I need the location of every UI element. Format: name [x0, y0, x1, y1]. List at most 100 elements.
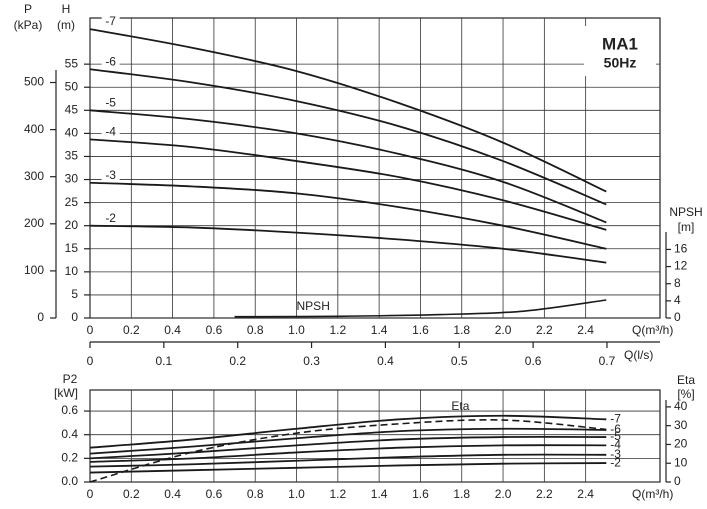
- x-tick-label: 1.0: [288, 487, 305, 501]
- series-line: [89, 435, 607, 460]
- y-tick-label: 0.6: [61, 403, 78, 417]
- y-tick-label: 0.0: [61, 474, 78, 488]
- x2-axis-label: Q(l/s): [624, 348, 653, 362]
- y2-tick-label: 10: [674, 455, 688, 469]
- x-tick-label: 2.0: [495, 487, 512, 501]
- x-axis-label: Q(m³/h): [632, 487, 673, 501]
- chart-subtitle: 50Hz: [604, 55, 637, 71]
- y-tick-label: 5: [71, 287, 78, 301]
- x2-tick-label: 0.7: [599, 354, 616, 368]
- x2-tick-label: 0.6: [525, 354, 542, 368]
- y-tick-label: 25: [65, 195, 79, 209]
- p-tick-label: 0: [37, 310, 44, 324]
- x-tick-label: 1.0: [288, 323, 305, 337]
- y-axis-label: H: [62, 2, 71, 16]
- p-axis-label: P: [24, 2, 32, 16]
- x-tick-label: 0: [87, 487, 94, 501]
- x2-tick-label: 0.3: [303, 354, 320, 368]
- x-tick-label: 1.4: [371, 323, 388, 337]
- chart-title: MA1: [602, 34, 638, 53]
- p-tick-label: 400: [24, 122, 44, 136]
- p-tick-label: 100: [24, 263, 44, 277]
- y-axis-unit: (m): [57, 18, 75, 32]
- y-tick-label: 30: [65, 172, 79, 186]
- title-box: [584, 26, 656, 76]
- series-line: [89, 419, 607, 483]
- p-tick-label: 200: [24, 216, 44, 230]
- series-line: [89, 427, 607, 455]
- x-tick-label: 0.8: [247, 487, 264, 501]
- y-tick-label: 15: [65, 241, 79, 255]
- p-tick-label: 300: [24, 169, 44, 183]
- y2-axis-unit: [%]: [677, 387, 694, 401]
- x-tick-label: 0.6: [206, 487, 223, 501]
- y-tick-label: 55: [65, 56, 79, 70]
- x-tick-label: 0.2: [123, 323, 140, 337]
- x-tick-label: 1.2: [329, 323, 346, 337]
- series-label: -4: [610, 438, 621, 452]
- y-tick-label: 35: [65, 149, 79, 163]
- y-tick-label: 50: [65, 79, 79, 93]
- series-label: -3: [610, 447, 621, 461]
- y2-axis-label: NPSH: [669, 205, 702, 219]
- y2-tick-label: 40: [674, 399, 688, 413]
- series-label: -2: [105, 211, 116, 225]
- label-bg: [101, 15, 120, 29]
- series-line: [89, 138, 607, 231]
- y2-axis-unit: [m]: [678, 220, 695, 234]
- series-label: -7: [105, 14, 116, 28]
- plot-area: [89, 17, 661, 319]
- x-tick-label: 1.8: [453, 323, 470, 337]
- y2-tick-label: 20: [674, 437, 688, 451]
- y-tick-label: 20: [65, 218, 79, 232]
- y-tick-label: 10: [65, 264, 79, 278]
- x2-tick-label: 0.4: [377, 354, 394, 368]
- series-label: -2: [610, 455, 621, 469]
- x-tick-label: 0.6: [206, 323, 223, 337]
- y-axis-label: P2: [63, 372, 78, 386]
- series-label: -6: [610, 422, 621, 436]
- series-line: [89, 181, 607, 250]
- x-tick-label: 1.6: [412, 323, 429, 337]
- x-tick-label: 2.0: [495, 323, 512, 337]
- x2-tick-label: 0.5: [451, 354, 468, 368]
- label-bg: [101, 125, 120, 139]
- series-label: -7: [610, 411, 621, 425]
- series-label: NPSH: [297, 299, 330, 313]
- y-tick-label: 0: [71, 310, 78, 324]
- x-tick-label: 1.8: [453, 487, 470, 501]
- series-label: -4: [105, 125, 116, 139]
- y-tick-label: 45: [65, 102, 79, 116]
- x-tick-label: 1.6: [412, 487, 429, 501]
- x-tick-label: 0.4: [164, 487, 181, 501]
- plot-area: [89, 389, 661, 483]
- label-bg: [101, 96, 120, 110]
- series-label: -3: [105, 168, 116, 182]
- series-label: Eta: [451, 399, 469, 413]
- series-line: [89, 109, 607, 224]
- x2-tick-label: 0.1: [156, 354, 173, 368]
- y2-tick-label: 30: [674, 418, 688, 432]
- y-tick-label: 0.4: [61, 427, 78, 441]
- series-line: [89, 224, 607, 264]
- y-axis-unit: [kW]: [54, 386, 78, 400]
- x-tick-label: 0: [87, 323, 94, 337]
- series-label: -5: [610, 429, 621, 443]
- series-label: -5: [105, 95, 116, 109]
- series-line: [89, 414, 607, 449]
- y2-tick-label: 16: [674, 242, 688, 256]
- x-tick-label: 1.4: [371, 487, 388, 501]
- p-tick-label: 500: [24, 75, 44, 89]
- label-bg: [101, 168, 120, 182]
- label-bg: [101, 55, 120, 69]
- p-axis-unit: (kPa): [14, 18, 43, 32]
- series-line: [89, 68, 607, 206]
- x-tick-label: 2.2: [536, 487, 553, 501]
- series-line: [89, 444, 607, 463]
- y2-tick-label: 8: [674, 276, 681, 290]
- x-tick-label: 0.4: [164, 323, 181, 337]
- y2-tick-label: 0: [674, 310, 681, 324]
- series-label: -6: [105, 54, 116, 68]
- y2-tick-label: 4: [674, 293, 681, 307]
